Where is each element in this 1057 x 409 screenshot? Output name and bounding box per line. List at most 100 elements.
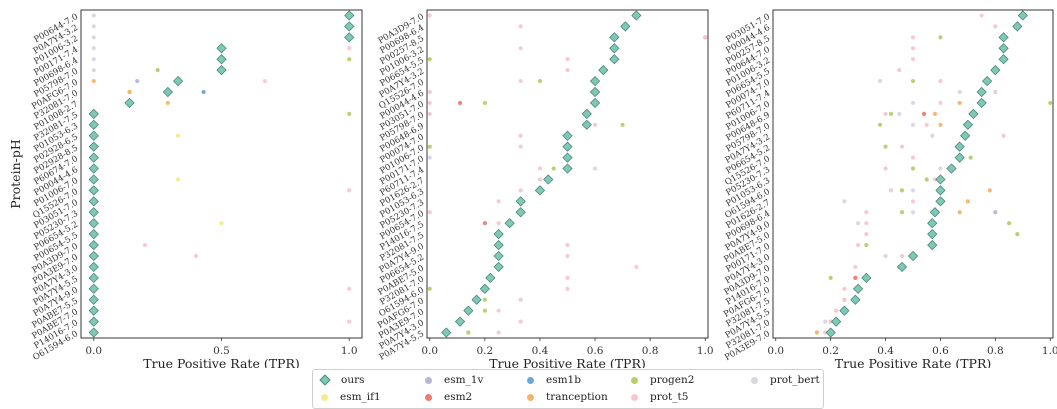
panel-3: P03051-7.0P00044-4.6P00257-8.5P00644-7.0… <box>722 9 1057 368</box>
point-ours <box>853 283 864 294</box>
point-prot-bert <box>938 166 943 171</box>
legend-item-ours: ours <box>319 374 365 386</box>
point-ours <box>609 32 620 43</box>
point-prot-t5 <box>518 319 523 324</box>
x-axis-label: True Positive Rate (TPR) <box>835 356 992 368</box>
point-prot-bert <box>592 166 598 171</box>
point-ours <box>620 21 631 32</box>
x-tick-label: 1.0 <box>341 345 358 357</box>
point-prot-t5 <box>842 286 847 291</box>
point-prot-t5 <box>427 100 432 106</box>
point-ours <box>88 239 99 251</box>
point-tranception <box>165 100 170 106</box>
point-ours <box>927 229 938 240</box>
figure: P00644-7.0P0A7Y4-3.2P01006-3.2P00171-7.4… <box>8 9 1057 368</box>
point-progen2 <box>910 166 916 171</box>
point-progen2 <box>828 275 833 280</box>
point-prot-t5 <box>828 319 833 324</box>
point-progen2 <box>347 111 352 116</box>
legend-item-prot-bert: prot_bert <box>751 374 820 386</box>
point-ours <box>515 196 526 207</box>
point-ours <box>534 185 546 196</box>
point-prot-t5 <box>910 199 916 204</box>
point-ours <box>504 218 515 229</box>
point-prot-t5 <box>262 78 268 84</box>
legend-item-esm1b: esm1b <box>527 374 581 386</box>
axes-frame <box>426 9 709 339</box>
point-prot-t5 <box>1001 133 1006 138</box>
legend-item-progen2: progen2 <box>631 374 694 386</box>
point-ours <box>88 141 99 152</box>
point-ours <box>88 250 99 262</box>
legend-item-esm2: esm2 <box>425 391 472 403</box>
point-esm-1v <box>993 210 998 215</box>
point-ours <box>1012 21 1023 32</box>
point-prot-t5 <box>899 144 905 149</box>
point-prot-t5 <box>537 166 543 171</box>
point-ours <box>954 152 965 163</box>
legend-marker-icon <box>527 376 534 384</box>
point-prot-t5 <box>565 57 570 62</box>
point-ours <box>976 97 987 109</box>
point-prot-t5 <box>932 177 938 182</box>
point-ours <box>493 250 504 262</box>
point-prot-t5 <box>347 319 352 324</box>
y-axis-label: Protein-pH <box>8 139 23 209</box>
point-prot-t5 <box>823 330 828 335</box>
point-ours <box>88 174 99 185</box>
point-prot-t5 <box>910 57 916 62</box>
point-ours <box>88 294 99 305</box>
x-tick-label: 0.0 <box>421 345 438 357</box>
point-prot-t5 <box>864 232 869 237</box>
point-prot-bert <box>910 188 916 193</box>
point-tranception <box>932 111 938 116</box>
point-prot-t5 <box>910 155 916 160</box>
legend-label: prot_t5 <box>650 391 689 403</box>
point-prot-t5 <box>427 89 432 95</box>
point-ours <box>907 250 919 262</box>
point-prot-t5 <box>993 89 998 95</box>
panel-1: P00644-7.0P0A7Y4-3.2P01006-3.2P00171-7.4… <box>8 9 363 368</box>
point-prot-bert <box>930 133 935 138</box>
point-prot-t5 <box>910 46 916 51</box>
point-ours <box>124 97 135 109</box>
point-prot-bert <box>91 13 96 18</box>
x-tick-label: 0.6 <box>587 345 604 357</box>
legend: ours esm_1v esm1b progen2 prot_bert esm_if1 es… <box>312 369 824 409</box>
point-progen2 <box>427 144 432 149</box>
point-ours <box>598 65 609 76</box>
point-ours <box>589 86 601 98</box>
point-prot-bert <box>91 68 96 73</box>
point-esm-if1 <box>175 133 181 138</box>
point-ours <box>935 174 946 185</box>
point-ours <box>998 54 1009 65</box>
point-prot-t5 <box>924 122 929 127</box>
point-progen2 <box>466 330 471 335</box>
point-prot-t5 <box>142 242 147 248</box>
point-prot-t5 <box>518 46 523 51</box>
point-prot-t5 <box>634 264 639 270</box>
point-prot-t5 <box>427 111 432 116</box>
point-ours <box>344 32 355 43</box>
point-ours <box>562 130 573 141</box>
point-ours <box>493 261 504 273</box>
point-prot-bert <box>842 199 847 204</box>
point-progen2 <box>347 57 352 62</box>
point-ours <box>454 316 466 327</box>
point-prot-t5 <box>897 68 902 73</box>
point-ours <box>88 316 99 327</box>
legend-marker-icon <box>631 393 638 401</box>
point-ours <box>631 10 642 21</box>
point-tranception <box>965 199 971 204</box>
legend-marker-icon <box>527 393 534 401</box>
point-ours <box>896 261 908 273</box>
point-prot-t5 <box>834 308 839 313</box>
point-ours <box>88 163 99 174</box>
point-ours <box>581 119 592 130</box>
point-esm-if1 <box>219 221 224 226</box>
legend-label: esm2 <box>444 391 473 403</box>
point-ours <box>88 261 99 273</box>
x-tick-label: 1.0 <box>1042 345 1057 357</box>
point-ours <box>88 283 99 294</box>
point-progen2 <box>482 100 487 106</box>
